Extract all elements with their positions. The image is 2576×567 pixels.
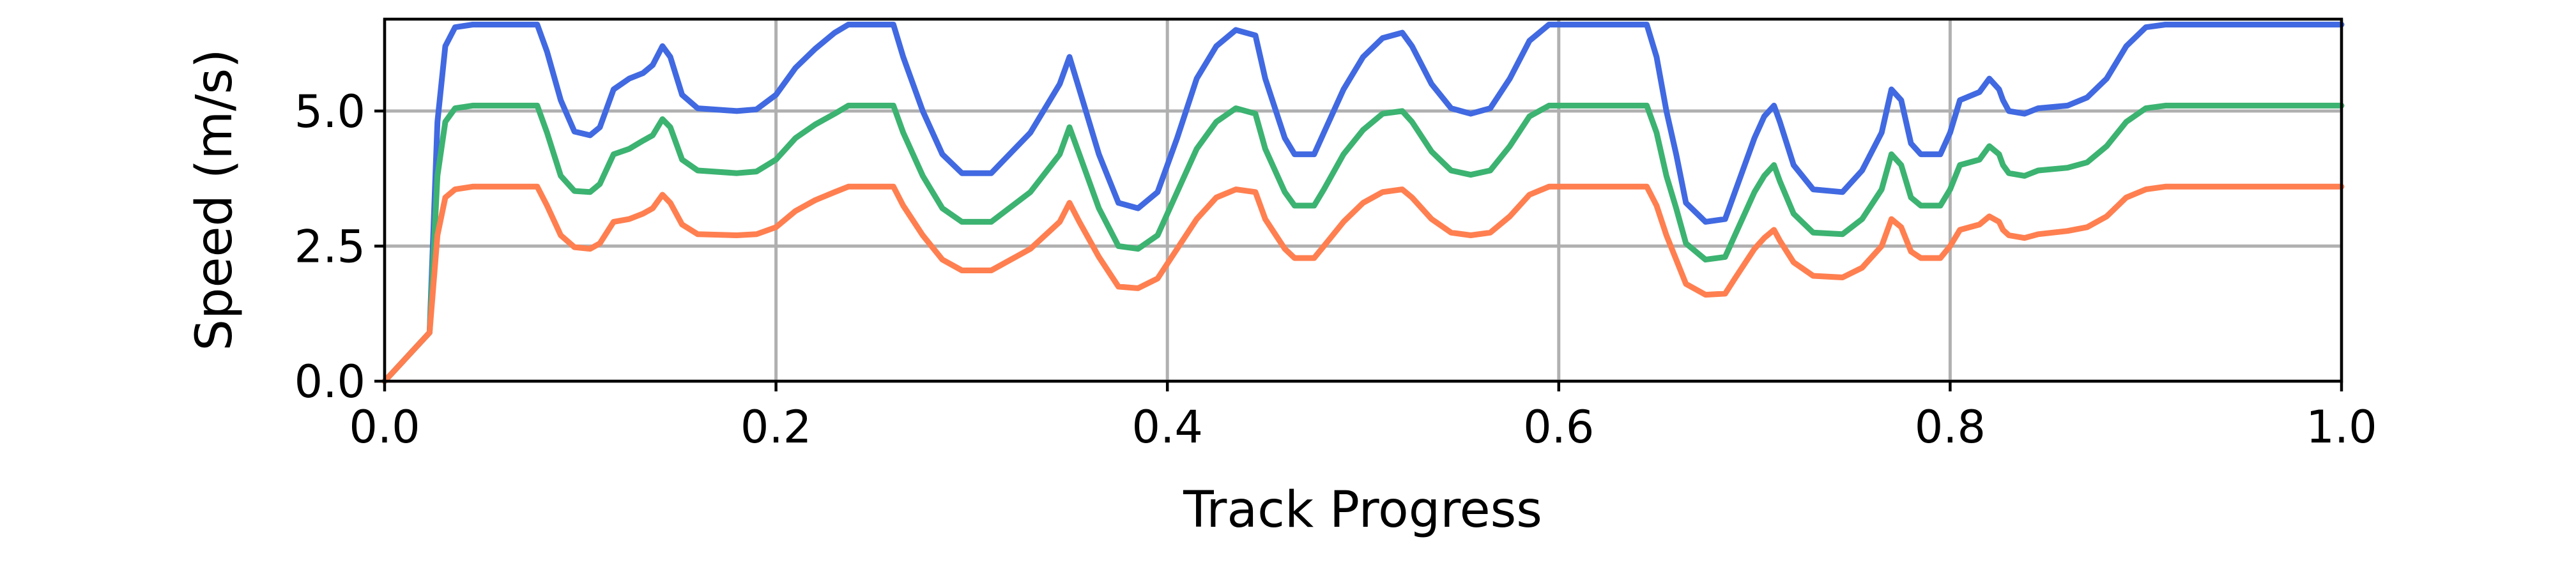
series-line-1 (381, 22, 2345, 384)
plot-frame (383, 17, 2343, 383)
x-tick-label: 0.2 (740, 401, 811, 453)
x-tick-label: 0.8 (1915, 401, 1986, 453)
series-line-2 (381, 102, 2345, 384)
y-axis-ticks: 0.0 2.5 5.0 (295, 86, 385, 408)
y-tick-label: 2.5 (295, 220, 365, 273)
series-lines (381, 22, 2345, 384)
x-axis-label: Track Progress (1183, 481, 1542, 539)
x-tick-label: 0.0 (349, 401, 420, 453)
y-tick-label: 5.0 (295, 86, 365, 138)
y-tick-label: 0.0 (295, 356, 365, 408)
x-axis-ticks: 0.0 0.2 0.4 0.6 0.8 1.0 (349, 381, 2377, 453)
series-line-3 (381, 183, 2345, 384)
x-tick-label: 0.6 (1523, 401, 1594, 453)
y-axis-label: Speed (m/s) (186, 49, 243, 351)
x-tick-label: 0.4 (1132, 401, 1203, 453)
x-tick-label: 1.0 (2306, 401, 2377, 453)
